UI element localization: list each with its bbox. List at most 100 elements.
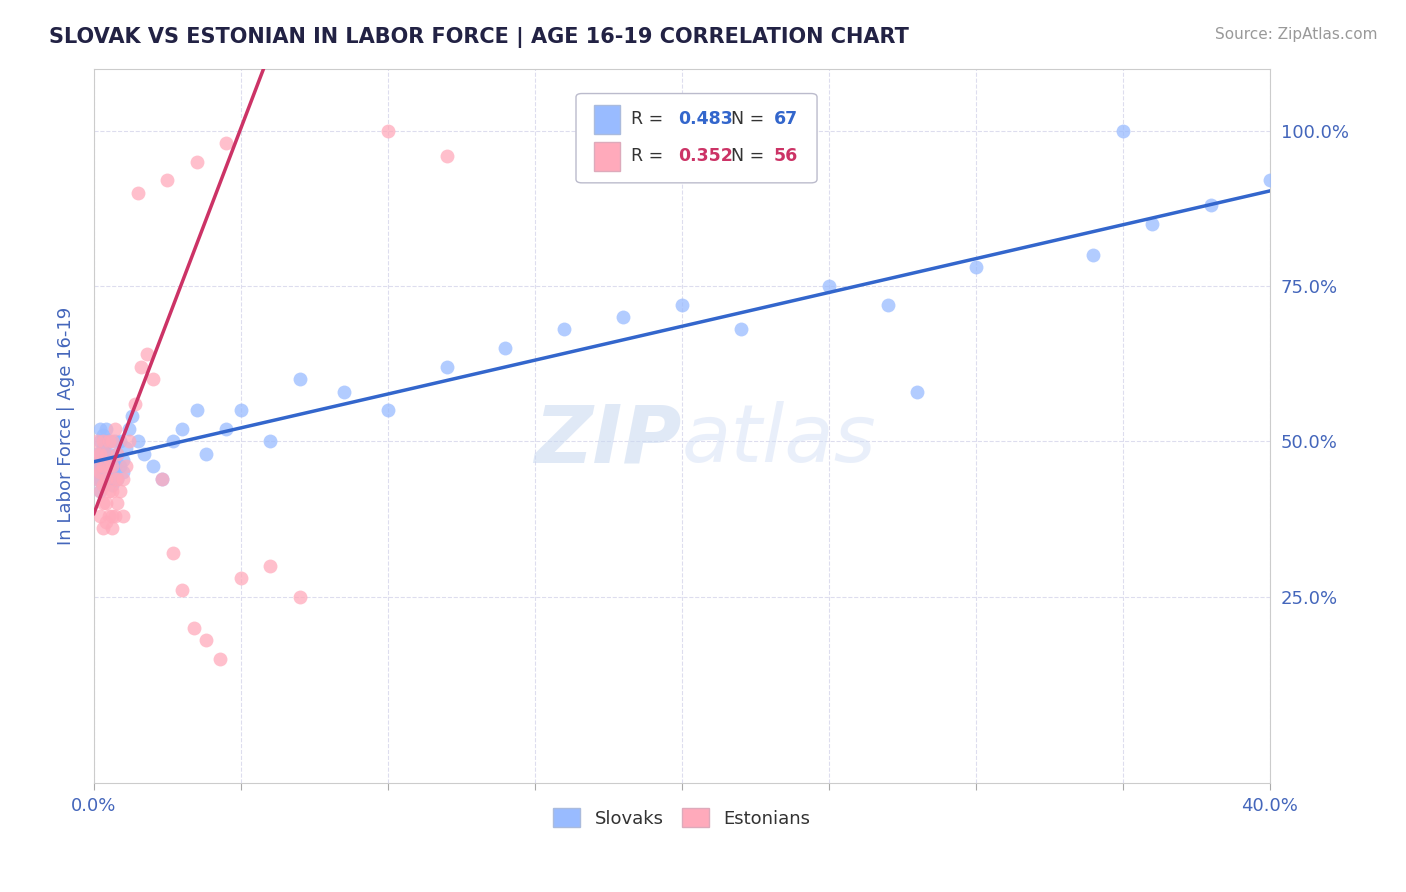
Point bbox=[612, 310, 634, 324]
Text: atlas: atlas bbox=[682, 401, 876, 479]
Point bbox=[115, 441, 138, 455]
Point bbox=[377, 123, 399, 137]
Point bbox=[97, 434, 120, 449]
Point bbox=[100, 521, 122, 535]
Text: N =: N = bbox=[731, 111, 770, 128]
Point bbox=[86, 459, 108, 474]
Text: 67: 67 bbox=[773, 111, 797, 128]
Text: 0.483: 0.483 bbox=[678, 111, 733, 128]
Point bbox=[1258, 173, 1281, 187]
Point bbox=[97, 434, 120, 449]
Point bbox=[1199, 198, 1222, 212]
Point bbox=[1112, 123, 1135, 137]
Point bbox=[110, 434, 132, 449]
Point bbox=[162, 434, 184, 449]
Point bbox=[103, 472, 125, 486]
Point bbox=[186, 403, 208, 417]
Point bbox=[91, 434, 114, 449]
Point bbox=[97, 459, 120, 474]
Point bbox=[194, 447, 217, 461]
Point bbox=[115, 459, 138, 474]
Point bbox=[1140, 217, 1163, 231]
Text: N =: N = bbox=[731, 147, 770, 165]
Point bbox=[103, 508, 125, 523]
Point bbox=[172, 583, 194, 598]
Point bbox=[86, 472, 108, 486]
Point bbox=[436, 148, 458, 162]
Point bbox=[89, 508, 111, 523]
Point bbox=[142, 372, 165, 386]
Point bbox=[89, 434, 111, 449]
Point bbox=[107, 472, 129, 486]
Point bbox=[121, 409, 143, 424]
Point bbox=[132, 447, 155, 461]
Point bbox=[288, 372, 311, 386]
Point bbox=[91, 459, 114, 474]
Point bbox=[94, 434, 117, 449]
Point bbox=[100, 508, 122, 523]
Point bbox=[333, 384, 356, 399]
Point bbox=[215, 422, 238, 436]
Point bbox=[112, 508, 135, 523]
Text: R =: R = bbox=[631, 147, 669, 165]
FancyBboxPatch shape bbox=[576, 94, 817, 183]
Point bbox=[94, 472, 117, 486]
Point bbox=[905, 384, 928, 399]
Point bbox=[89, 422, 111, 436]
Point bbox=[876, 298, 898, 312]
Point bbox=[94, 472, 117, 486]
Point bbox=[89, 466, 111, 480]
Point bbox=[1083, 248, 1105, 262]
Point bbox=[89, 472, 111, 486]
Text: ZIP: ZIP bbox=[534, 401, 682, 479]
Point bbox=[97, 472, 120, 486]
Point bbox=[89, 483, 111, 498]
FancyBboxPatch shape bbox=[593, 105, 620, 134]
Point bbox=[150, 472, 173, 486]
Point bbox=[97, 483, 120, 498]
Point bbox=[194, 633, 217, 648]
Point bbox=[112, 466, 135, 480]
Point bbox=[162, 546, 184, 560]
Point bbox=[103, 472, 125, 486]
Point bbox=[183, 621, 205, 635]
Point bbox=[97, 447, 120, 461]
Point bbox=[172, 422, 194, 436]
Point bbox=[94, 459, 117, 474]
Point bbox=[124, 397, 146, 411]
Point bbox=[259, 434, 281, 449]
Point bbox=[127, 434, 149, 449]
Point bbox=[494, 341, 516, 355]
Point bbox=[730, 322, 752, 336]
Text: SLOVAK VS ESTONIAN IN LABOR FORCE | AGE 16-19 CORRELATION CHART: SLOVAK VS ESTONIAN IN LABOR FORCE | AGE … bbox=[49, 27, 910, 48]
Point bbox=[86, 434, 108, 449]
Point bbox=[118, 422, 141, 436]
Point bbox=[103, 434, 125, 449]
Point bbox=[288, 590, 311, 604]
Point bbox=[107, 472, 129, 486]
Point bbox=[89, 483, 111, 498]
Point bbox=[94, 447, 117, 461]
Point bbox=[965, 260, 987, 275]
Point bbox=[110, 483, 132, 498]
Point bbox=[100, 466, 122, 480]
Point bbox=[112, 453, 135, 467]
Text: R =: R = bbox=[631, 111, 669, 128]
Point bbox=[89, 447, 111, 461]
Point bbox=[553, 322, 575, 336]
Point bbox=[259, 558, 281, 573]
Text: 0.352: 0.352 bbox=[678, 147, 733, 165]
Point bbox=[100, 434, 122, 449]
Point bbox=[377, 403, 399, 417]
Y-axis label: In Labor Force | Age 16-19: In Labor Force | Age 16-19 bbox=[58, 307, 75, 545]
Point bbox=[97, 459, 120, 474]
Point bbox=[112, 472, 135, 486]
Point bbox=[91, 428, 114, 442]
Point bbox=[142, 459, 165, 474]
Point bbox=[127, 186, 149, 200]
Point bbox=[100, 478, 122, 492]
Text: 56: 56 bbox=[773, 147, 797, 165]
Point bbox=[107, 447, 129, 461]
Point bbox=[103, 422, 125, 436]
FancyBboxPatch shape bbox=[593, 142, 620, 170]
